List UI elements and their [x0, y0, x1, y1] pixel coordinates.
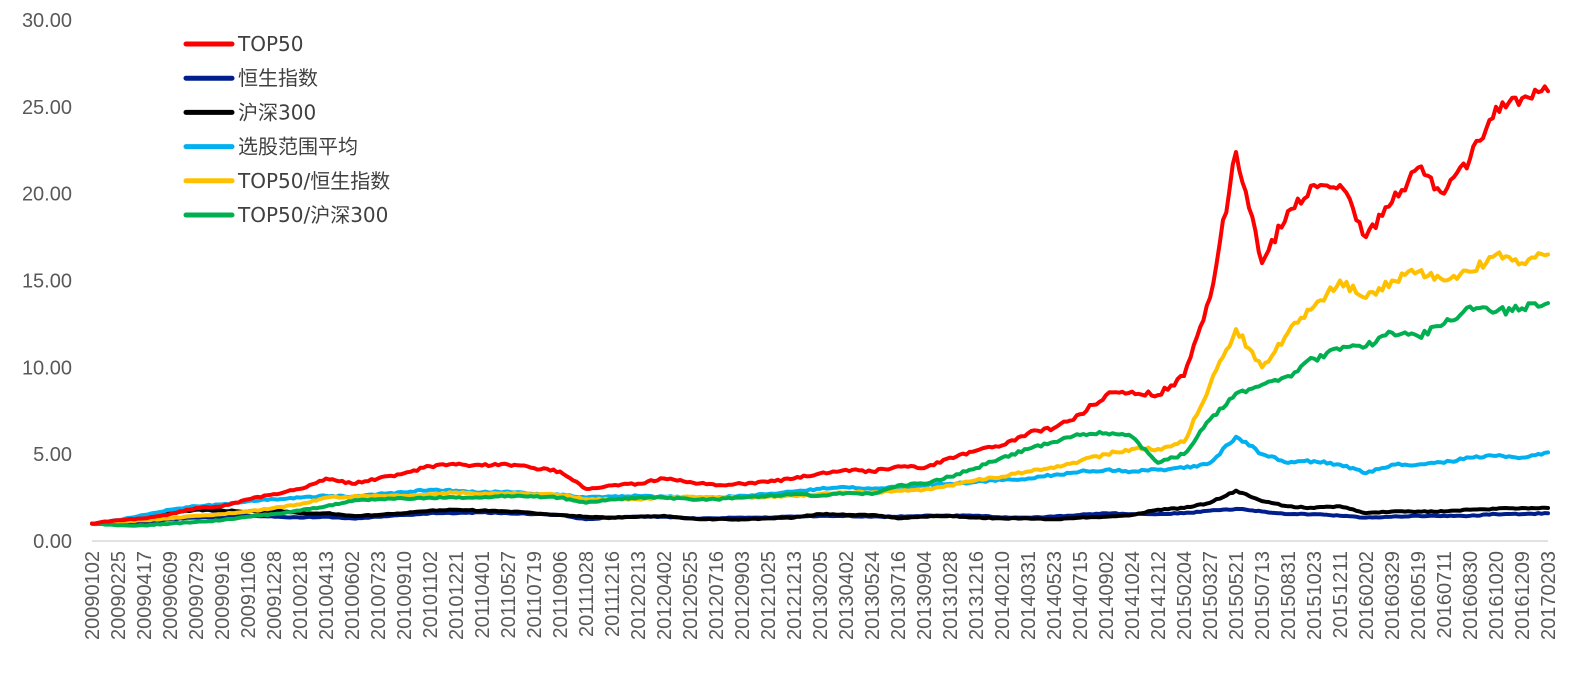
x-tick-label: 20090609	[160, 551, 182, 640]
plot-area	[90, 84, 1550, 528]
series-line	[90, 84, 1550, 526]
x-tick-label: 20150327	[1200, 551, 1222, 640]
y-tick-label: 25.00	[22, 97, 72, 119]
x-tick-label: 20160519	[1408, 551, 1430, 640]
x-tick-label: 20120213	[628, 551, 650, 640]
x-tick-label: 20140523	[1044, 551, 1066, 640]
x-tick-label: 20111216	[602, 551, 624, 637]
x-tick-label: 20090729	[186, 551, 208, 640]
x-tick-label: 20100723	[368, 551, 390, 640]
x-tick-label: 20100602	[342, 551, 364, 640]
x-tick-label: 20160329	[1382, 551, 1404, 640]
x-tick-label: 20090417	[134, 551, 156, 640]
x-tick-label: 20091106	[238, 551, 260, 639]
x-tick-label: 20090916	[212, 551, 234, 640]
legend-label: TOP50/恒生指数	[237, 169, 390, 193]
y-tick-label: 5.00	[33, 444, 72, 466]
x-tick-label: 20110401	[472, 551, 494, 639]
x-tick-label: 20100910	[394, 551, 416, 640]
x-tick-label: 20140715	[1070, 551, 1092, 640]
x-tick-label: 20130205	[810, 551, 832, 640]
x-tick-label: 20110527	[498, 551, 520, 639]
x-tick-label: 20111028	[576, 551, 598, 637]
x-tick-label: 20101221	[446, 551, 468, 640]
x-tick-label: 20110719	[524, 551, 546, 639]
x-tick-label: 20161209	[1512, 551, 1534, 640]
x-tick-label: 20131216	[966, 551, 988, 640]
series-line	[90, 301, 1550, 528]
x-tick-label: 20100218	[290, 551, 312, 640]
x-tick-label: 20090102	[82, 551, 104, 640]
x-tick-label: 20151211	[1330, 551, 1352, 639]
x-tick-label: 20101102	[420, 551, 442, 639]
x-tick-label: 20170203	[1538, 551, 1560, 640]
x-tick-label: 20161020	[1486, 551, 1508, 640]
x-tick-label: 20130402	[836, 551, 858, 640]
x-tick-label: 20130904	[914, 551, 936, 640]
x-tick-label: 20151023	[1304, 551, 1326, 640]
y-tick-label: 15.00	[22, 271, 72, 293]
y-tick-label: 10.00	[22, 357, 72, 379]
x-tick-label: 20160202	[1356, 551, 1378, 640]
y-tick-label: 20.00	[22, 184, 72, 206]
legend-label: 沪深300	[238, 100, 316, 124]
x-tick-label: 20160830	[1460, 551, 1482, 640]
x-tick-label: 20130716	[888, 551, 910, 640]
x-tick-label: 20120903	[732, 551, 754, 640]
x-tick-label: 20150521	[1226, 551, 1248, 640]
x-tick-label: 20120402	[654, 551, 676, 640]
x-tick-label: 20141212	[1148, 551, 1170, 640]
x-tick-label: 20110906	[550, 551, 572, 639]
x-tick-label: 20150204	[1174, 551, 1196, 640]
x-tick-label: 20150831	[1278, 551, 1300, 640]
x-axis: 20090102 20090225 20090417 20090609 20090729…	[82, 540, 1560, 640]
x-tick-label: 20160711	[1434, 551, 1456, 639]
x-tick-label: 20090225	[108, 551, 130, 640]
x-tick-label: 20141024	[1122, 551, 1144, 640]
x-tick-label: 20131028	[940, 551, 962, 640]
x-tick-label: 20140902	[1096, 551, 1118, 640]
legend-label: TOP50	[237, 32, 303, 56]
series-line	[90, 488, 1550, 526]
series-line	[90, 506, 1550, 526]
x-tick-label: 20100413	[316, 551, 338, 640]
x-tick-label: 20120716	[706, 551, 728, 640]
x-tick-label: 20091228	[264, 551, 286, 640]
x-tick-label: 20140210	[992, 551, 1014, 640]
x-tick-label: 20121213	[784, 551, 806, 640]
legend-label: 选股范围平均	[238, 135, 358, 159]
legend-label: 恒生指数	[238, 66, 318, 90]
x-tick-label: 20140331	[1018, 551, 1040, 640]
x-tick-label: 20150713	[1252, 551, 1274, 640]
x-tick-label: 20120525	[680, 551, 702, 640]
legend-label: TOP50/沪深300	[237, 203, 388, 227]
y-tick-label: 0.00	[33, 531, 72, 553]
y-tick-label: 30.00	[22, 10, 72, 32]
x-tick-label: 20121025	[758, 551, 780, 640]
y-axis: 0.00 5.00 10.00 15.00 20.00 25.00 30.00	[22, 10, 72, 553]
x-tick-label: 20130524	[862, 551, 884, 640]
